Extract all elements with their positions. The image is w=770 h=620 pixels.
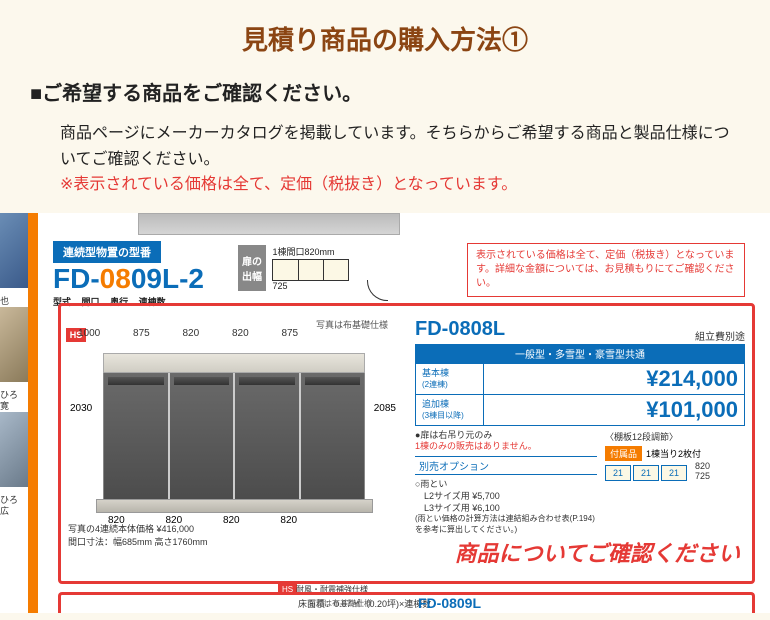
- left-people-strip: 也 ひろ 寛 ひろ 広: [0, 213, 28, 613]
- unit-box: 21: [605, 465, 631, 481]
- bottom-photo-label: 写真は布基礎仕様: [308, 598, 372, 609]
- model-header-label: 連続型物置の型番: [53, 241, 161, 263]
- orange-divider: [28, 213, 38, 613]
- shed-door: [301, 373, 365, 508]
- unit-boxes: 21 21 21: [605, 465, 689, 481]
- model-prefix: FD-: [53, 263, 100, 294]
- person-name: 也: [0, 296, 28, 307]
- desc-red-text: ※表示されている価格は全て、定価（税抜き）となっています。: [60, 176, 517, 193]
- unit-dim: 725: [695, 471, 710, 481]
- unit-dim: 820: [695, 461, 710, 471]
- shed-door: [235, 373, 301, 508]
- option-header: 別売オプション: [415, 456, 597, 475]
- shed-front: [103, 373, 365, 509]
- height-dim-right: 2085: [374, 403, 396, 414]
- door-block: 扉の 出幅 1棟間口820mm 725: [238, 245, 388, 301]
- shelf-row: 付属品 1棟当り2枚付: [605, 446, 745, 461]
- desc-text: 商品ページにメーカーカタログを掲載しています。そちらからご希望する商品と製品仕様…: [60, 125, 730, 168]
- price-note-box: 表示されている価格は全て、定価（税抜き）となっています。詳細な金額については、お…: [467, 243, 745, 297]
- spec-header-bar: 一般型・多雪型・豪雪型共通: [415, 344, 745, 363]
- confirm-callout: 商品についてご確認ください: [455, 536, 740, 568]
- catalog-area: 也 ひろ 寛 ひろ 広 連続型物置の型番 FD-0809L-2 型式 間口 奥行…: [0, 213, 770, 613]
- model-code: FD-0809L-2: [53, 265, 204, 293]
- unit-box: 21: [633, 465, 659, 481]
- person-name: ひろ: [0, 390, 28, 401]
- shed-size-line: 間口寸法：幅685mm 高さ1760mm: [68, 535, 208, 548]
- top-dims: 1000 875 820 820 875: [78, 328, 328, 339]
- opt-note: (雨とい価格の計算方法は連結組み合わせ表(P.194)を参考に算出してください。…: [415, 514, 597, 535]
- catalog-content: 連続型物置の型番 FD-0809L-2 型式 間口 奥行 連棟数 扉の 出幅 1…: [38, 213, 770, 613]
- door-label: 扉の 出幅: [238, 245, 266, 291]
- opt-line: L2サイズ用 ¥5,700: [415, 491, 597, 503]
- door-depth-dim: 725: [272, 281, 287, 301]
- person-name: 広: [0, 506, 28, 517]
- unit-dims: 820 725: [695, 461, 710, 481]
- dim: 820: [232, 328, 249, 339]
- person-thumb: [0, 412, 28, 487]
- shed-illustration: [103, 353, 363, 508]
- model-suffix: L-2: [162, 263, 204, 294]
- bracket-note: 〈棚板12段調節〉: [605, 430, 745, 443]
- page-title: 見積り商品の購入方法①: [30, 20, 740, 57]
- shed-footer: 写真の4連続本体価格 ¥416,000 間口寸法：幅685mm 高さ1760mm: [68, 522, 208, 548]
- option-list: ○雨とい L2サイズ用 ¥5,700 L3サイズ用 ¥6,100 (雨とい価格の…: [415, 479, 597, 535]
- door-boxes: [272, 259, 349, 281]
- dim: 820: [280, 515, 297, 526]
- dim: 820: [223, 515, 240, 526]
- description-block: 商品ページにメーカーカタログを掲載しています。そちらからご希望する商品と製品仕様…: [60, 121, 740, 198]
- shelf-text: 1棟当り2枚付: [646, 447, 701, 460]
- person-thumb: [0, 307, 28, 382]
- spec-area: FD-0808L 組立費別途 一般型・多雪型・豪雪型共通 基本棟(2連棟) ¥2…: [415, 318, 745, 535]
- top-gray-bar: [138, 213, 400, 235]
- note-red: 1棟のみの販売はありません。: [415, 441, 597, 453]
- header-section: 見積り商品の購入方法① ■ご希望する商品をご確認ください。 商品ページにメーカー…: [0, 0, 770, 213]
- price-value: ¥214,000: [484, 363, 745, 394]
- shed-area: HS 写真は布基礎仕様 1000 875 820 820 875 2030 20…: [68, 318, 398, 548]
- door-width-dim: 1棟間口820mm: [272, 245, 388, 258]
- height-dim-left: 2030: [70, 403, 92, 414]
- unit-box: 21: [661, 465, 687, 481]
- note-line: ●扉は右吊り元のみ: [415, 430, 597, 442]
- price-value: ¥101,000: [484, 394, 745, 425]
- bottom-clip-box: [58, 592, 755, 613]
- spec-notes: ●扉は右吊り元のみ 1棟のみの販売はありません。: [415, 430, 597, 453]
- shed-door: [170, 373, 236, 508]
- dim: 1000: [78, 328, 100, 339]
- price-row-label: 基本棟(2連棟): [416, 363, 484, 394]
- dim: 875: [281, 328, 298, 339]
- person-name: 寛: [0, 401, 28, 412]
- shed-base: [96, 499, 373, 513]
- bottom-model: FD-0809L: [418, 595, 481, 611]
- price-table: 基本棟(2連棟) ¥214,000 追加棟(3棟目以降) ¥101,000: [415, 363, 745, 426]
- door-arc: [367, 280, 388, 301]
- person-name: ひろ: [0, 495, 28, 506]
- model-mid: 09: [131, 263, 162, 294]
- shed-price-line: 写真の4連続本体価格 ¥416,000: [68, 522, 208, 535]
- page-subtitle: ■ご希望する商品をご確認ください。: [30, 77, 740, 106]
- spec-assembly: 組立費別途: [695, 328, 745, 343]
- shelf-badge: 付属品: [605, 446, 642, 461]
- opt-line: L3サイズ用 ¥6,100: [415, 503, 597, 515]
- opt-line: ○雨とい: [415, 479, 597, 491]
- model-orange: 08: [100, 263, 131, 294]
- dim: 875: [133, 328, 150, 339]
- price-row-label: 追加棟(3棟目以降): [416, 394, 484, 425]
- spec-model: FD-0808L: [415, 318, 505, 341]
- door-diagram: 1棟間口820mm 725: [272, 245, 388, 301]
- person-thumb: [0, 213, 28, 288]
- dim: 820: [183, 328, 200, 339]
- shed-roof: [103, 353, 365, 373]
- model-block: 連続型物置の型番 FD-0809L-2 型式 間口 奥行 連棟数: [53, 241, 204, 308]
- shed-door: [104, 373, 170, 508]
